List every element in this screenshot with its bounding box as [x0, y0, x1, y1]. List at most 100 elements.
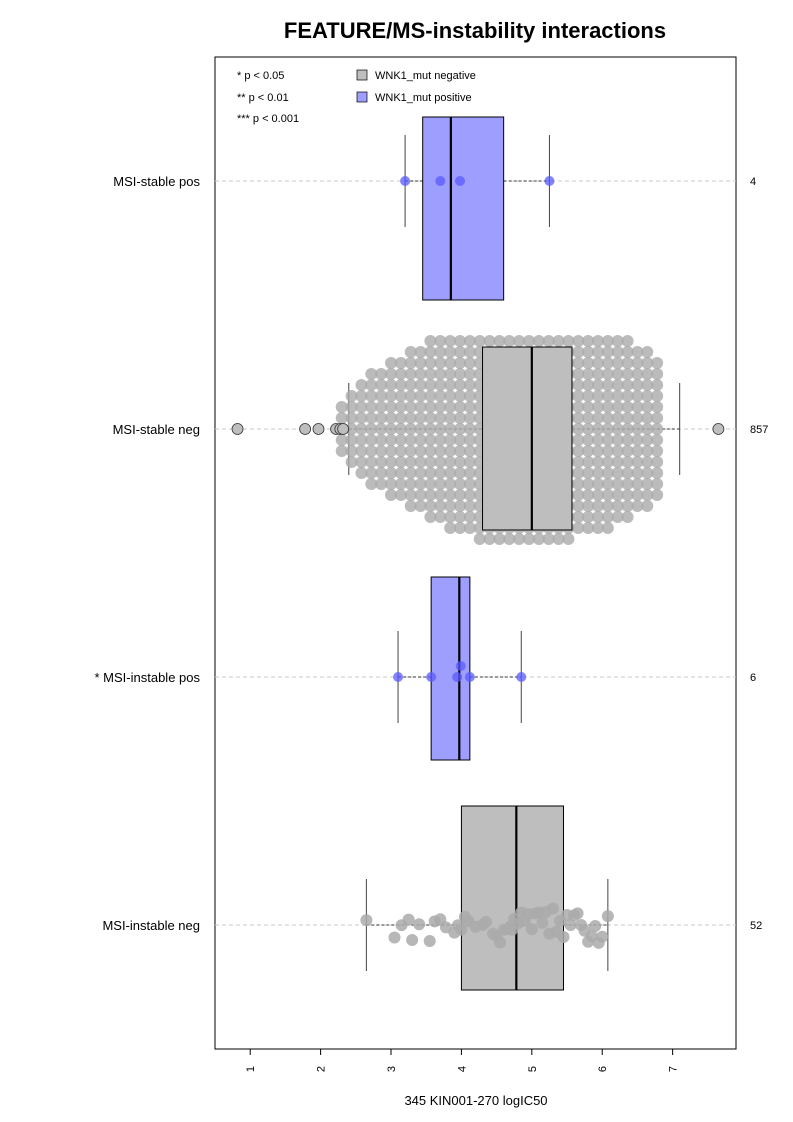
- swarm-point: [434, 456, 447, 468]
- swarm-point: [424, 423, 437, 435]
- swarm-point: [582, 500, 595, 512]
- swarm-point: [463, 368, 476, 380]
- swarm-point: [572, 445, 585, 457]
- swarm-point: [454, 390, 467, 402]
- swarm-point: [463, 346, 476, 358]
- swarm-point: [454, 467, 467, 479]
- swarm-point: [641, 379, 654, 391]
- swarm-point: [444, 390, 457, 402]
- data-point: [596, 930, 609, 943]
- swarm-point: [385, 390, 398, 402]
- swarm-point: [385, 357, 398, 369]
- swarm-point: [424, 368, 437, 380]
- swarm-point: [601, 379, 614, 391]
- swarm-point: [463, 500, 476, 512]
- swarm-point: [503, 533, 516, 545]
- swarm-point: [335, 434, 348, 446]
- swarm-point: [611, 445, 624, 457]
- swarm-point: [345, 456, 358, 468]
- swarm-point: [572, 401, 585, 413]
- data-point: [393, 672, 404, 682]
- swarm-point: [424, 335, 437, 347]
- swarm-point: [345, 390, 358, 402]
- outlier-point: [231, 423, 244, 435]
- swarm-point: [394, 456, 407, 468]
- box-1: [482, 346, 573, 531]
- swarm-point: [414, 401, 427, 413]
- swarm-point: [385, 368, 398, 380]
- x-tick-label: 1: [245, 1066, 257, 1072]
- data-point: [388, 931, 401, 944]
- swarm-point: [641, 478, 654, 490]
- swarm-point: [394, 412, 407, 424]
- swarm-point: [404, 401, 417, 413]
- swarm-point: [631, 456, 644, 468]
- swarm-point: [463, 390, 476, 402]
- swarm-point: [621, 467, 634, 479]
- data-point: [544, 176, 555, 186]
- swarm-point: [611, 379, 624, 391]
- swarm-point: [611, 401, 624, 413]
- swarm-point: [444, 500, 457, 512]
- swarm-point: [394, 445, 407, 457]
- swarm-point: [385, 401, 398, 413]
- swarm-point: [444, 412, 457, 424]
- swarm-point: [345, 412, 358, 424]
- swarm-point: [404, 379, 417, 391]
- data-point: [557, 930, 570, 943]
- swarm-point: [365, 368, 378, 380]
- data-point: [455, 923, 468, 936]
- swarm-point: [621, 489, 634, 501]
- data-point: [525, 923, 538, 936]
- swarm-point: [651, 357, 664, 369]
- swarm-point: [542, 533, 555, 545]
- box-3: [460, 805, 565, 991]
- swarm-point: [365, 467, 378, 479]
- swarm-point: [355, 434, 368, 446]
- swarm-point: [335, 445, 348, 457]
- swarm-point: [335, 412, 348, 424]
- swarm-point: [424, 489, 437, 501]
- x-tick-label: 7: [668, 1066, 680, 1072]
- data-point: [402, 913, 415, 926]
- swarm-point: [454, 478, 467, 490]
- swarm-point: [582, 445, 595, 457]
- legend-swatch-positive: [356, 91, 368, 103]
- swarm-point: [463, 478, 476, 490]
- swarm-point: [375, 390, 388, 402]
- swarm-point: [592, 390, 605, 402]
- data-point: [464, 672, 475, 682]
- swarm-point: [394, 368, 407, 380]
- swarm-point: [631, 412, 644, 424]
- swarm-point: [375, 445, 388, 457]
- swarm-point: [542, 335, 555, 347]
- swarm-point: [611, 500, 624, 512]
- swarm-point: [454, 511, 467, 523]
- swarm-point: [355, 445, 368, 457]
- swarm-point: [601, 478, 614, 490]
- swarm-point: [631, 489, 644, 501]
- swarm-point: [394, 423, 407, 435]
- swarm-point: [463, 335, 476, 347]
- swarm-point: [651, 390, 664, 402]
- swarm-point: [621, 500, 634, 512]
- swarm-point: [621, 456, 634, 468]
- swarm-point: [572, 489, 585, 501]
- swarm-point: [454, 522, 467, 534]
- swarm-point: [454, 456, 467, 468]
- swarm-point: [641, 489, 654, 501]
- data-point: [536, 916, 549, 929]
- x-tick-label: 6: [597, 1066, 609, 1072]
- swarm-point: [424, 390, 437, 402]
- swarm-point: [621, 478, 634, 490]
- swarm-point: [444, 346, 457, 358]
- swarm-point: [434, 368, 447, 380]
- swarm-point: [414, 489, 427, 501]
- swarm-point: [582, 412, 595, 424]
- swarm-point: [592, 401, 605, 413]
- swarm-point: [414, 357, 427, 369]
- swarm-point: [444, 401, 457, 413]
- swarm-point: [404, 478, 417, 490]
- swarm-point: [394, 478, 407, 490]
